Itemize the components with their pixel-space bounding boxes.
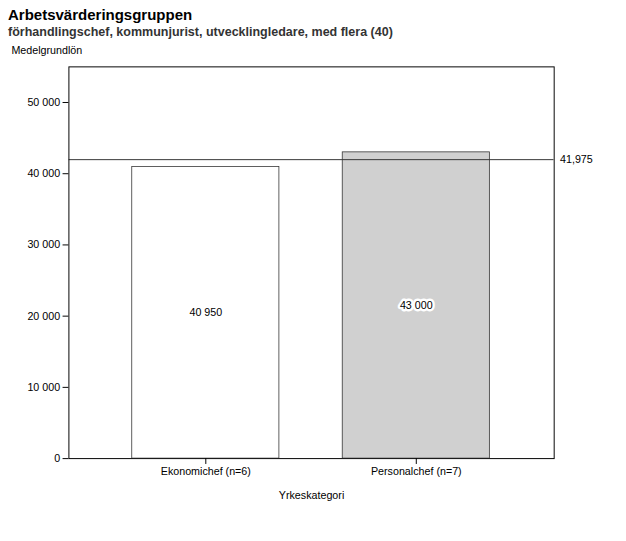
- svg-text:Personalchef (n=7): Personalchef (n=7): [371, 465, 462, 477]
- svg-text:43 000: 43 000: [400, 299, 433, 311]
- svg-text:50 000: 50 000: [27, 96, 60, 108]
- svg-text:Ekonomichef (n=6): Ekonomichef (n=6): [161, 465, 251, 477]
- svg-text:0: 0: [54, 452, 60, 464]
- html-text:Arbetsvärderingsgruppen: Arbetsvärderingsgruppen: [8, 6, 193, 23]
- svg-text:Medelgrundlön: Medelgrundlön: [11, 44, 82, 56]
- svg-text:10 000: 10 000: [27, 381, 60, 393]
- svg-text:40 950: 40 950: [189, 306, 222, 318]
- svg-text:Yrkeskategori: Yrkeskategori: [279, 489, 344, 501]
- svg-text:30 000: 30 000: [27, 238, 60, 250]
- svg-text:40 000: 40 000: [27, 167, 60, 179]
- svg-text:20 000: 20 000: [27, 310, 60, 322]
- html-text:förhandlingschef, kommunjurist: förhandlingschef, kommunjurist, utveckli…: [8, 25, 393, 39]
- svg-text:41,975: 41,975: [560, 153, 593, 165]
